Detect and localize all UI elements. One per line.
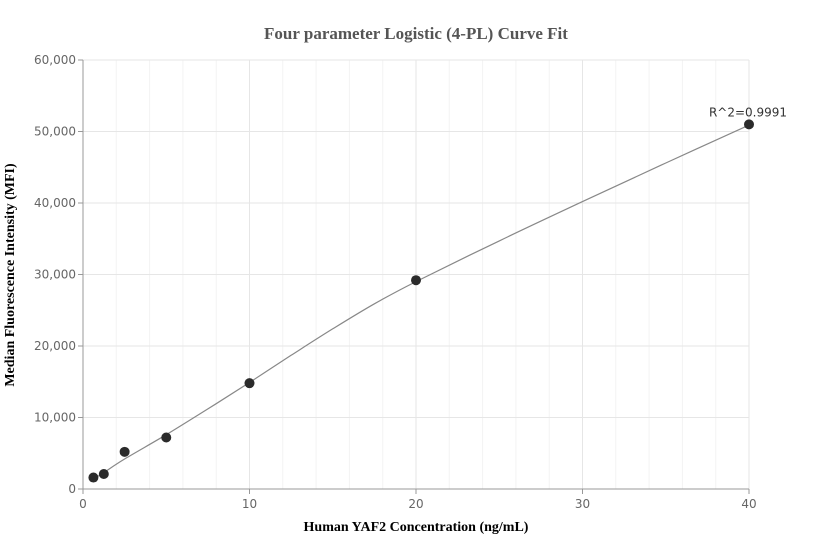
data-point [744, 119, 754, 130]
y-tick-label: 20,000 [34, 339, 76, 353]
chart-title: Four parameter Logistic (4-PL) Curve Fit [264, 24, 568, 43]
y-tick-label: 40,000 [34, 196, 76, 210]
x-tick-label: 10 [242, 497, 257, 511]
data-point [119, 446, 130, 457]
y-tick-label: 60,000 [34, 53, 76, 67]
data-points [88, 119, 754, 483]
data-point [88, 472, 99, 483]
data-point [411, 275, 421, 286]
y-tick-label: 0 [68, 482, 76, 496]
axes [78, 59, 750, 494]
r-squared-label: R^2=0.9991 [709, 105, 787, 119]
y-tick-label: 50,000 [34, 125, 76, 139]
x-tick-label: 20 [408, 497, 423, 511]
y-tick-label: 30,000 [34, 268, 76, 282]
tick-labels: 0 10 20 30 40 0 10,000 20,000 30,000 40,000 50,000… [34, 53, 757, 511]
fit-curve [93, 124, 750, 480]
x-tick-label: 40 [741, 497, 756, 511]
data-point [244, 378, 255, 389]
x-tick-label: 30 [575, 497, 590, 511]
y-axis-title: Median Fluorescence Intensity (MFI) [3, 163, 18, 387]
x-tick-label: 0 [79, 497, 87, 511]
data-point [98, 468, 109, 479]
x-axis-title: Human YAF2 Concentration (ng/mL) [304, 520, 529, 535]
grid [83, 59, 750, 489]
y-tick-label: 10,000 [34, 411, 76, 425]
data-point [161, 432, 172, 443]
